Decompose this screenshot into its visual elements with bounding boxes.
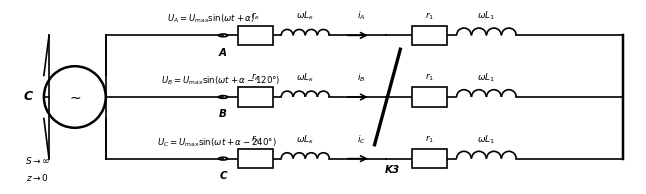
- Bar: [412, 26, 447, 45]
- Text: $i_C$: $i_C$: [357, 133, 366, 146]
- Bar: [412, 87, 447, 107]
- Bar: [412, 149, 447, 168]
- Text: C: C: [219, 171, 227, 181]
- Bar: [238, 26, 273, 45]
- Text: $r_1$: $r_1$: [425, 134, 434, 145]
- Text: $i_A$: $i_A$: [357, 10, 365, 22]
- Text: $\sim$: $\sim$: [67, 90, 82, 104]
- Text: $r_1$: $r_1$: [425, 10, 434, 22]
- Text: $U_B = U_{\rm max}\sin(\omega t + \alpha - 120°)$: $U_B = U_{\rm max}\sin(\omega t + \alpha…: [161, 74, 280, 87]
- Text: C: C: [23, 90, 32, 104]
- Text: $r_{\kappa}$: $r_{\kappa}$: [251, 10, 260, 22]
- Text: $i_B$: $i_B$: [357, 71, 365, 84]
- Text: $\omega L_{\kappa}$: $\omega L_{\kappa}$: [296, 10, 315, 22]
- Text: $r_{\kappa}$: $r_{\kappa}$: [251, 134, 260, 145]
- Text: $z\rightarrow 0$: $z\rightarrow 0$: [26, 172, 49, 183]
- Text: A: A: [219, 48, 227, 58]
- Text: $r_{\kappa}$: $r_{\kappa}$: [251, 72, 260, 83]
- Text: B: B: [219, 109, 227, 119]
- Text: $\omega L_{\kappa}$: $\omega L_{\kappa}$: [296, 133, 315, 146]
- Text: $r_1$: $r_1$: [425, 72, 434, 83]
- Text: $U_A = U_{\rm max}\sin(\omega t + \alpha)$: $U_A = U_{\rm max}\sin(\omega t + \alpha…: [167, 13, 255, 25]
- Text: $\omega L_{\kappa}$: $\omega L_{\kappa}$: [296, 71, 315, 84]
- Text: $\omega L_1$: $\omega L_1$: [477, 133, 495, 146]
- Text: $\omega L_1$: $\omega L_1$: [477, 71, 495, 84]
- Text: K3: K3: [385, 165, 401, 175]
- Text: $\omega L_1$: $\omega L_1$: [477, 10, 495, 22]
- Text: $U_C = U_{\rm max}\sin(\omega t + \alpha - 240°)$: $U_C = U_{\rm max}\sin(\omega t + \alpha…: [158, 136, 277, 149]
- Bar: [238, 87, 273, 107]
- Bar: [238, 149, 273, 168]
- Text: $S\rightarrow\infty$: $S\rightarrow\infty$: [25, 155, 50, 166]
